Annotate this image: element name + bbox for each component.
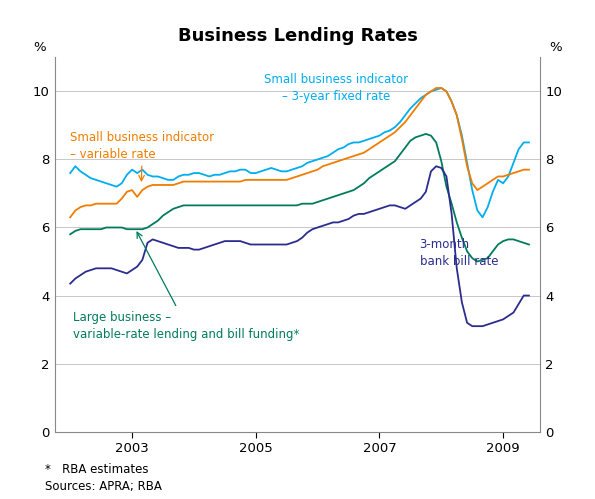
Text: Business Lending Rates: Business Lending Rates <box>177 27 418 45</box>
Text: Small business indicator
– 3-year fixed rate: Small business indicator – 3-year fixed … <box>264 73 408 103</box>
Text: Large business –
variable-rate lending and bill funding*: Large business – variable-rate lending a… <box>73 232 300 341</box>
Text: Small business indicator
– variable rate: Small business indicator – variable rate <box>70 131 214 181</box>
Text: Sources: APRA; RBA: Sources: APRA; RBA <box>45 480 161 493</box>
Text: %: % <box>33 40 45 54</box>
Text: %: % <box>550 40 562 54</box>
Text: *   RBA estimates: * RBA estimates <box>45 463 148 476</box>
Text: 3-month
bank bill rate: 3-month bank bill rate <box>419 238 498 267</box>
